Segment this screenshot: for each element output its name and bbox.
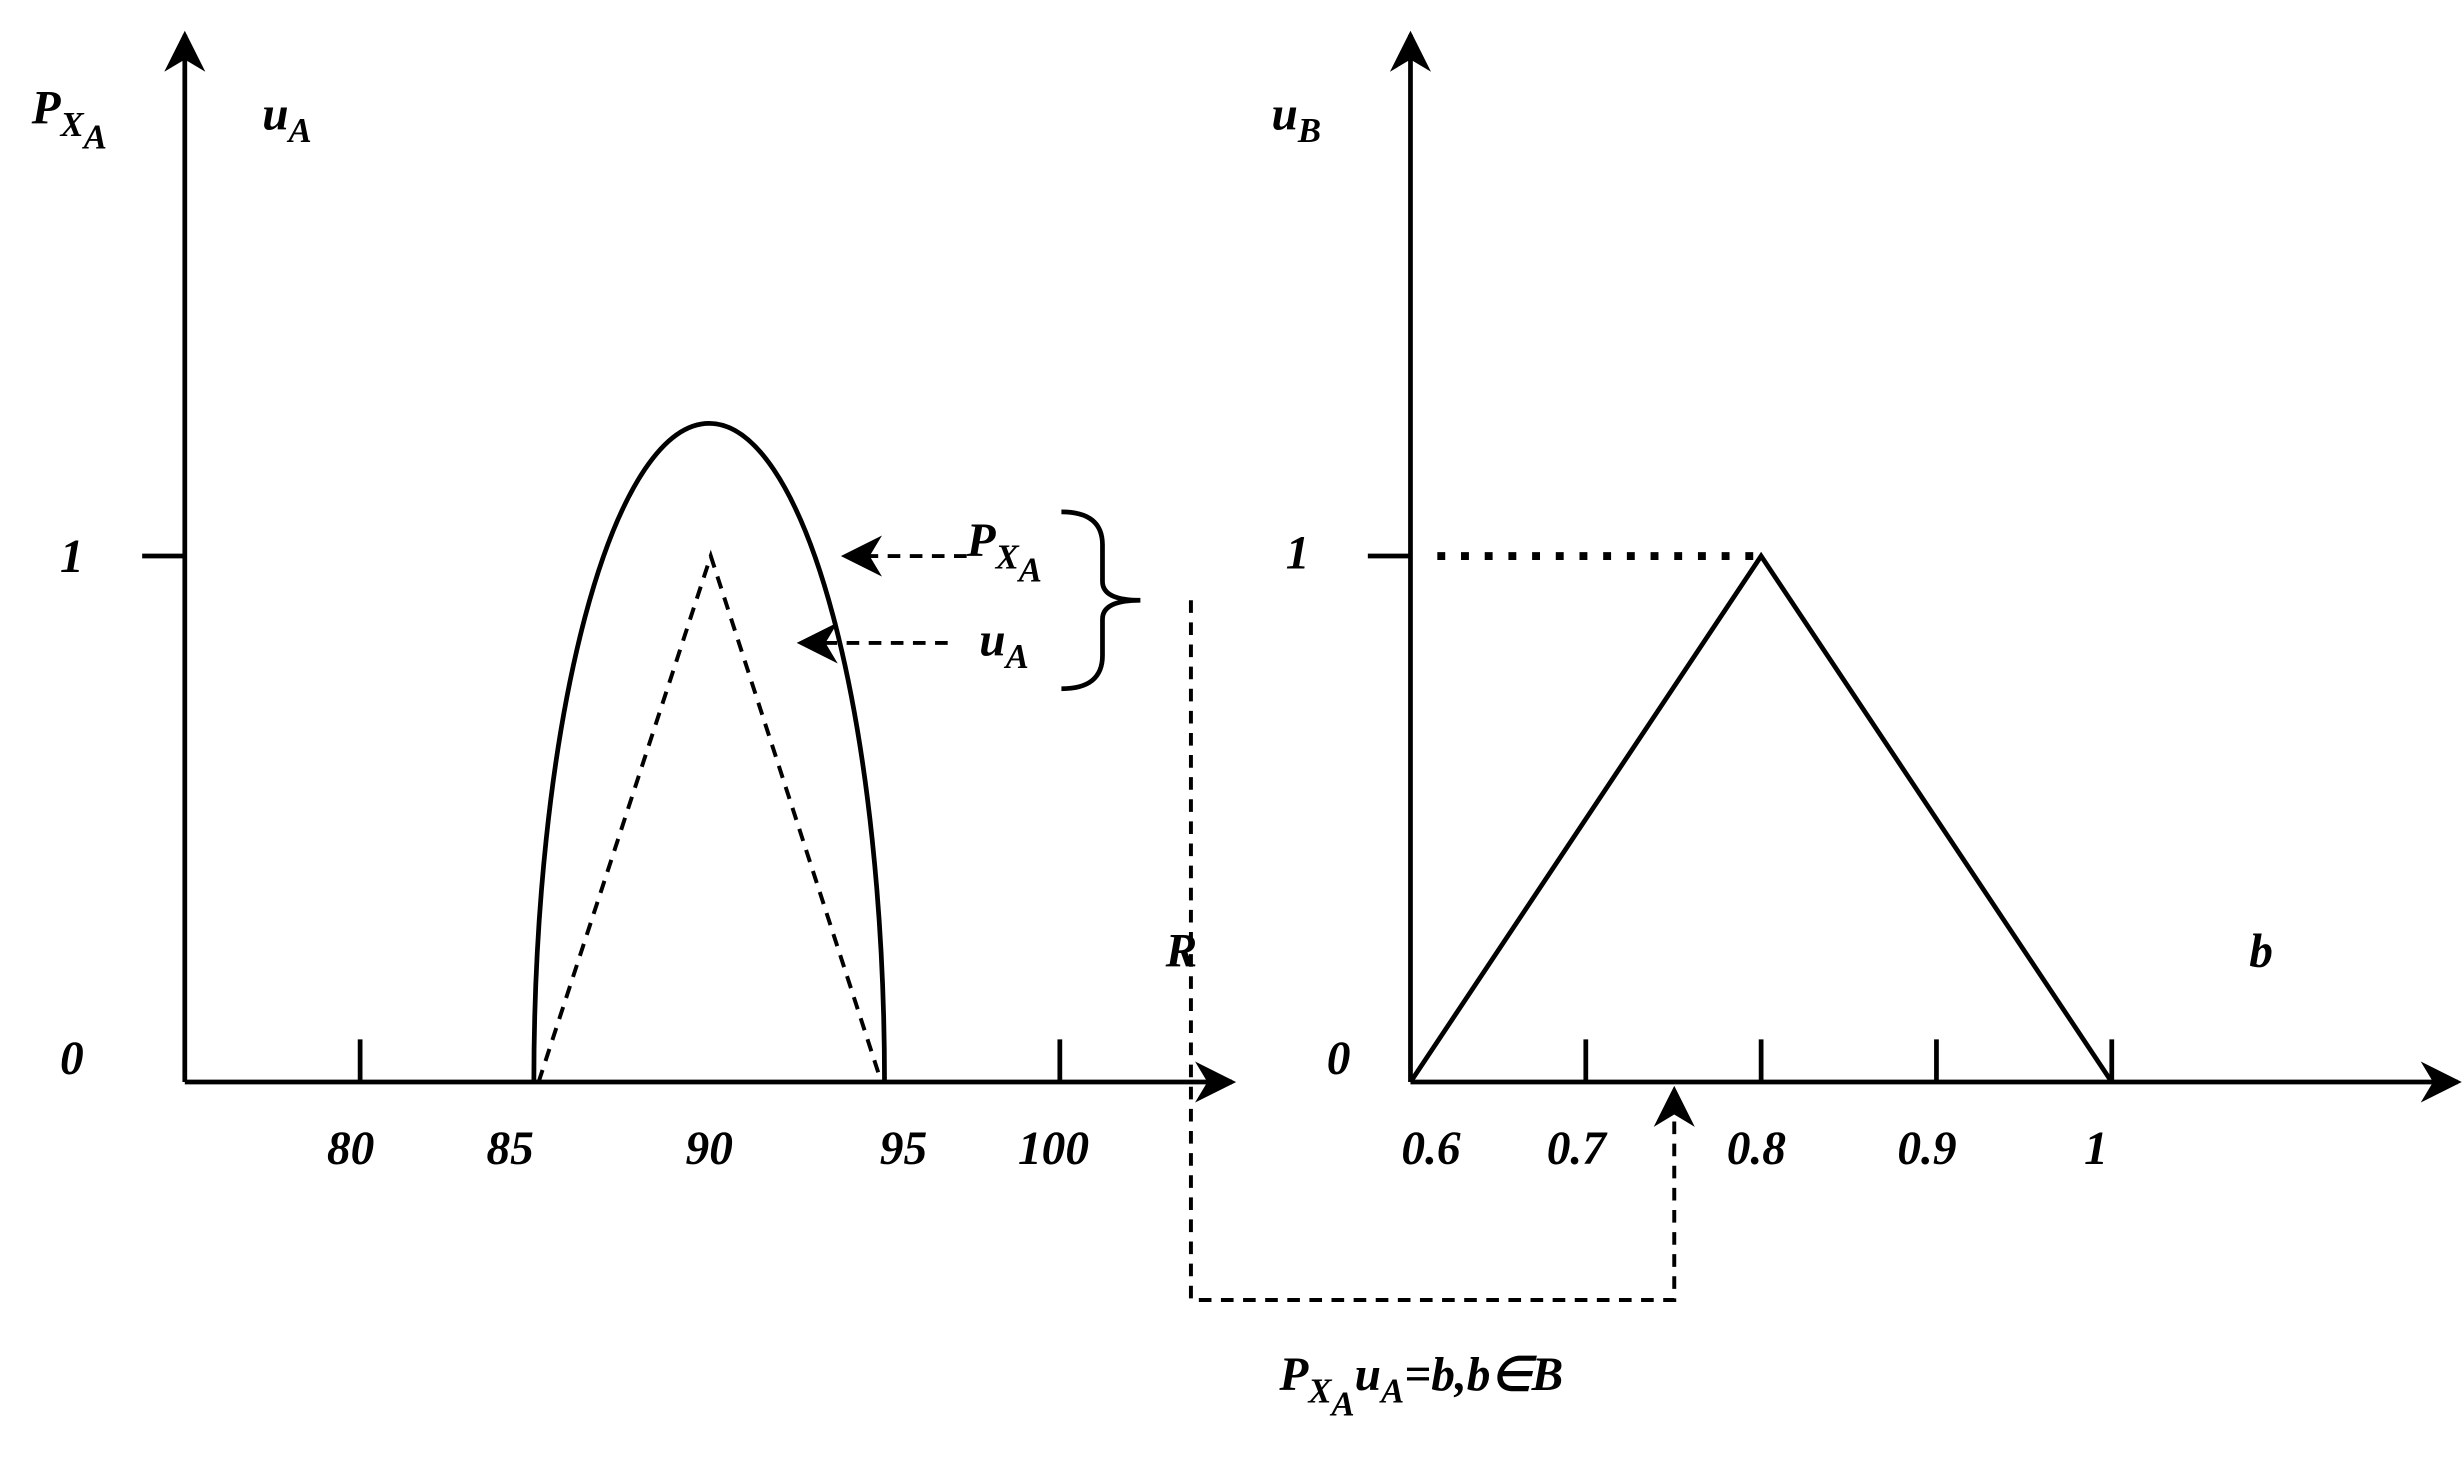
tick-label: 90 [686,1123,733,1175]
tick-label: 1 [1286,528,1310,580]
tick-label: 0.7 [1547,1123,1609,1175]
membership-triangle [1408,551,2114,1084]
right-panel: uB 1 0 b [1271,30,2462,1103]
tick-label: 1 [2084,1123,2108,1175]
brace [1061,509,1141,692]
axis-label: uB [1271,89,1321,151]
tick-label: 85 [486,1123,533,1175]
tick-label: 0.8 [1727,1123,1786,1175]
membership-triangle [535,549,885,1084]
axis-label: b [2249,926,2273,978]
formula: PXAuA=b,b∈B [1278,1349,1563,1423]
mapping-arrow [1188,600,1695,1302]
tick-label: 0.9 [1897,1123,1956,1175]
tick-label: 0 [1327,1033,1351,1085]
tick-label: 80 [327,1123,374,1175]
axis-label: PXA [31,82,107,156]
tick-label: 1 [60,531,84,583]
legend-label: PXA [966,515,1042,589]
tick-label: 95 [880,1123,927,1175]
probability-curve [531,421,887,1083]
legend-label: uA [979,615,1029,677]
axis-label: uA [262,89,312,151]
tick-label: 100 [1018,1123,1089,1175]
left-panel: PXA uA 1 0 R PXA uA [31,30,1237,1103]
tick-label: 0 [60,1033,84,1085]
tick-label: 0.6 [1401,1123,1461,1175]
